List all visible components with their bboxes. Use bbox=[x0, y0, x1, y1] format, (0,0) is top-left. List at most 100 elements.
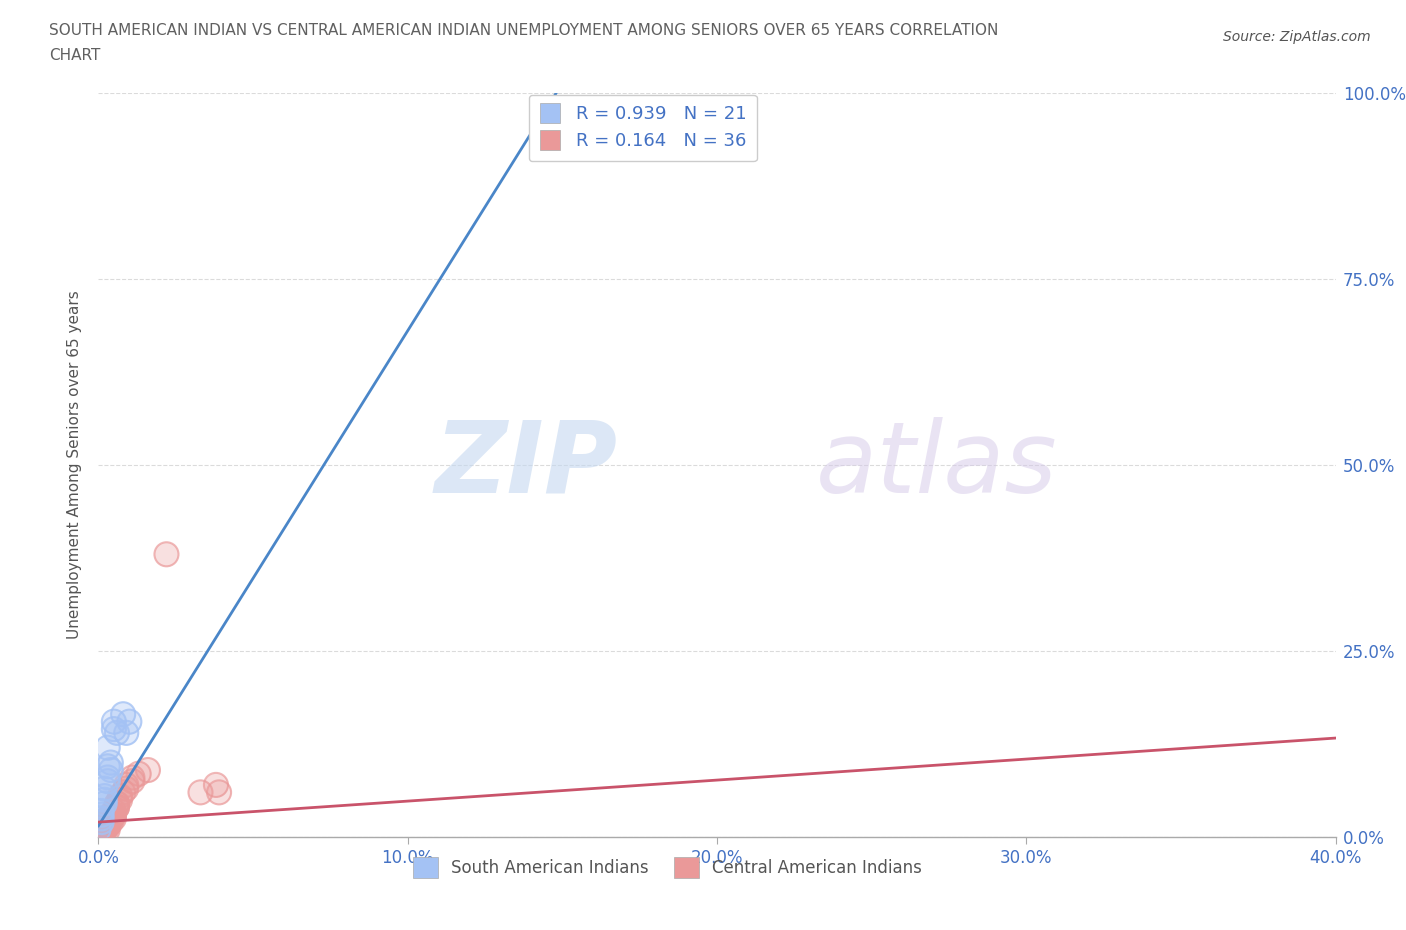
Point bbox=[103, 804, 125, 818]
Point bbox=[103, 807, 125, 822]
Point bbox=[93, 781, 115, 796]
Point bbox=[105, 725, 128, 740]
Point bbox=[121, 774, 143, 789]
Point bbox=[103, 811, 125, 826]
Text: SOUTH AMERICAN INDIAN VS CENTRAL AMERICAN INDIAN UNEMPLOYMENT AMONG SENIORS OVER: SOUTH AMERICAN INDIAN VS CENTRAL AMERICA… bbox=[49, 23, 998, 38]
Point bbox=[103, 722, 125, 737]
Point bbox=[105, 800, 128, 815]
Point bbox=[93, 822, 115, 837]
Point bbox=[190, 785, 212, 800]
Point bbox=[90, 815, 112, 830]
Point bbox=[100, 763, 122, 777]
Point bbox=[100, 811, 122, 826]
Point bbox=[93, 822, 115, 837]
Point bbox=[136, 763, 159, 777]
Point bbox=[93, 818, 115, 833]
Point bbox=[93, 792, 115, 807]
Point bbox=[108, 792, 131, 807]
Point bbox=[93, 781, 115, 796]
Point bbox=[118, 714, 141, 729]
Point bbox=[90, 815, 112, 830]
Point bbox=[97, 759, 120, 774]
Point bbox=[100, 807, 122, 822]
Point bbox=[97, 815, 120, 830]
Point bbox=[155, 547, 177, 562]
Point bbox=[97, 811, 120, 826]
Point bbox=[90, 804, 112, 818]
Point bbox=[93, 822, 115, 837]
Point bbox=[121, 770, 143, 785]
Point bbox=[100, 811, 122, 826]
Text: ZIP: ZIP bbox=[434, 417, 619, 513]
Point bbox=[190, 785, 212, 800]
Point bbox=[105, 725, 128, 740]
Point bbox=[87, 822, 110, 837]
Point bbox=[97, 740, 120, 755]
Point bbox=[100, 811, 122, 826]
Point bbox=[112, 707, 135, 722]
Point bbox=[112, 785, 135, 800]
Point bbox=[97, 818, 120, 833]
Text: Source: ZipAtlas.com: Source: ZipAtlas.com bbox=[1223, 30, 1371, 44]
Point bbox=[93, 789, 115, 804]
Point bbox=[112, 785, 135, 800]
Point bbox=[115, 781, 138, 796]
Point bbox=[97, 774, 120, 789]
Point bbox=[100, 763, 122, 777]
Point bbox=[105, 796, 128, 811]
Point bbox=[100, 811, 122, 826]
Point bbox=[103, 807, 125, 822]
Point bbox=[105, 800, 128, 815]
Point bbox=[90, 807, 112, 822]
Point bbox=[136, 763, 159, 777]
Point bbox=[115, 725, 138, 740]
Point bbox=[115, 777, 138, 792]
Point bbox=[90, 811, 112, 826]
Point bbox=[105, 800, 128, 815]
Point bbox=[97, 770, 120, 785]
Point bbox=[90, 807, 112, 822]
Point bbox=[90, 811, 112, 826]
Point bbox=[103, 807, 125, 822]
Point bbox=[97, 770, 120, 785]
Point bbox=[93, 818, 115, 833]
Point bbox=[108, 789, 131, 804]
Point bbox=[93, 796, 115, 811]
Point bbox=[103, 807, 125, 822]
Point bbox=[97, 815, 120, 830]
Point bbox=[100, 815, 122, 830]
Point bbox=[115, 781, 138, 796]
Point bbox=[97, 818, 120, 833]
Point bbox=[121, 774, 143, 789]
Point bbox=[97, 811, 120, 826]
Point bbox=[97, 818, 120, 833]
Point bbox=[108, 789, 131, 804]
Point bbox=[100, 807, 122, 822]
Point bbox=[208, 785, 231, 800]
Point bbox=[108, 792, 131, 807]
Text: atlas: atlas bbox=[815, 417, 1057, 513]
Point bbox=[112, 707, 135, 722]
Point bbox=[155, 547, 177, 562]
Y-axis label: Unemployment Among Seniors over 65 years: Unemployment Among Seniors over 65 years bbox=[67, 291, 83, 640]
Point bbox=[87, 822, 110, 837]
Point bbox=[87, 822, 110, 837]
Point bbox=[90, 804, 112, 818]
Point bbox=[115, 725, 138, 740]
Point bbox=[128, 766, 150, 781]
Text: CHART: CHART bbox=[49, 48, 101, 63]
Point bbox=[128, 766, 150, 781]
Point bbox=[103, 714, 125, 729]
Point bbox=[105, 796, 128, 811]
Point bbox=[103, 811, 125, 826]
Point bbox=[105, 800, 128, 815]
Point bbox=[93, 789, 115, 804]
Legend: South American Indians, Central American Indians: South American Indians, Central American… bbox=[406, 851, 929, 884]
Point bbox=[100, 815, 122, 830]
Point bbox=[87, 822, 110, 837]
Point bbox=[100, 811, 122, 826]
Point bbox=[103, 714, 125, 729]
Point bbox=[103, 804, 125, 818]
Point bbox=[105, 796, 128, 811]
Point bbox=[118, 714, 141, 729]
